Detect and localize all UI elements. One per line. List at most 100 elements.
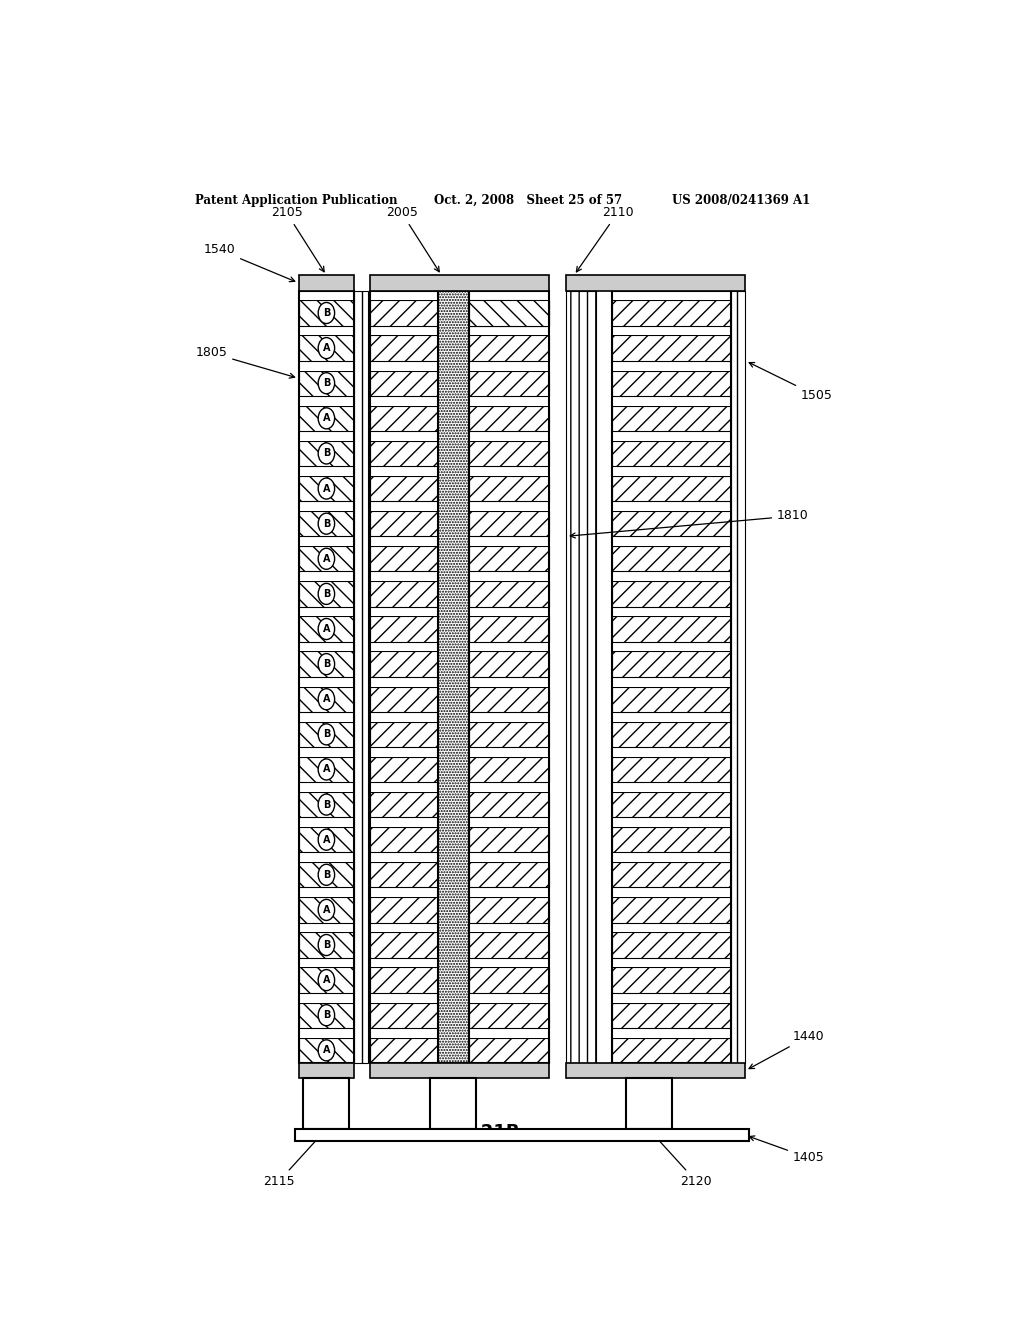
- Bar: [299, 887, 354, 898]
- Bar: [299, 711, 354, 722]
- Bar: [469, 405, 549, 430]
- Bar: [299, 958, 354, 968]
- Bar: [612, 326, 731, 335]
- Bar: [612, 466, 731, 477]
- Circle shape: [318, 444, 335, 465]
- Bar: [370, 432, 437, 441]
- Bar: [469, 1028, 549, 1038]
- Text: A: A: [323, 764, 330, 775]
- Text: B: B: [323, 940, 330, 950]
- Circle shape: [318, 829, 335, 850]
- Text: 2005: 2005: [386, 206, 439, 272]
- Bar: [370, 405, 437, 430]
- Bar: [370, 898, 437, 923]
- Bar: [299, 301, 354, 326]
- Bar: [469, 616, 549, 642]
- Bar: [299, 276, 354, 290]
- Text: B: B: [323, 308, 330, 318]
- Bar: [469, 652, 549, 677]
- Bar: [612, 792, 731, 817]
- Circle shape: [318, 478, 335, 499]
- Circle shape: [318, 970, 335, 991]
- Bar: [299, 722, 354, 747]
- Bar: [299, 290, 354, 301]
- Bar: [612, 968, 731, 993]
- Bar: [370, 677, 437, 686]
- Text: US 2008/0241369 A1: US 2008/0241369 A1: [672, 194, 810, 207]
- Bar: [469, 756, 549, 781]
- Bar: [469, 958, 549, 968]
- Bar: [612, 686, 731, 711]
- Bar: [612, 747, 731, 756]
- Bar: [566, 276, 745, 290]
- Text: B: B: [323, 659, 330, 669]
- Bar: [612, 607, 731, 616]
- Bar: [612, 993, 731, 1003]
- Text: B: B: [323, 800, 330, 809]
- Bar: [469, 747, 549, 756]
- Bar: [370, 642, 437, 652]
- Bar: [299, 607, 354, 616]
- Text: 1505: 1505: [750, 363, 833, 403]
- Text: A: A: [323, 975, 330, 985]
- Bar: [469, 932, 549, 958]
- Bar: [612, 853, 731, 862]
- Bar: [370, 396, 437, 405]
- Text: A: A: [323, 1045, 330, 1056]
- Text: 1805: 1805: [196, 346, 295, 378]
- Bar: [370, 1028, 437, 1038]
- Bar: [469, 290, 549, 1063]
- Bar: [566, 290, 596, 1063]
- Bar: [370, 781, 437, 792]
- Text: 2105: 2105: [270, 206, 325, 272]
- Bar: [469, 853, 549, 862]
- Circle shape: [318, 619, 335, 640]
- Bar: [626, 1078, 672, 1129]
- Text: A: A: [323, 906, 330, 915]
- Bar: [299, 477, 354, 502]
- Bar: [370, 607, 437, 616]
- Bar: [469, 887, 549, 898]
- Bar: [299, 1063, 354, 1078]
- Bar: [469, 572, 549, 581]
- Bar: [612, 887, 731, 898]
- Text: B: B: [323, 449, 330, 458]
- Bar: [299, 898, 354, 923]
- Bar: [299, 1028, 354, 1038]
- Bar: [612, 536, 731, 546]
- Bar: [299, 511, 354, 536]
- Bar: [612, 642, 731, 652]
- Bar: [370, 1063, 549, 1078]
- Text: Patent Application Publication: Patent Application Publication: [196, 194, 398, 207]
- Bar: [469, 360, 549, 371]
- Bar: [612, 781, 731, 792]
- Bar: [299, 792, 354, 817]
- Bar: [612, 546, 731, 572]
- Bar: [299, 968, 354, 993]
- Bar: [469, 290, 549, 301]
- Bar: [612, 572, 731, 581]
- Bar: [299, 1038, 354, 1063]
- Bar: [370, 276, 549, 290]
- Bar: [469, 301, 549, 326]
- Bar: [469, 546, 549, 572]
- Bar: [370, 371, 437, 396]
- Bar: [612, 290, 731, 301]
- Bar: [612, 290, 731, 1063]
- Bar: [469, 642, 549, 652]
- Circle shape: [318, 653, 335, 675]
- Text: A: A: [323, 554, 330, 564]
- Bar: [469, 477, 549, 502]
- Text: 1440: 1440: [750, 1030, 824, 1069]
- Bar: [299, 923, 354, 932]
- Bar: [469, 781, 549, 792]
- Text: 1540: 1540: [204, 243, 295, 281]
- Bar: [612, 360, 731, 371]
- Circle shape: [318, 302, 335, 323]
- Bar: [370, 862, 437, 887]
- Bar: [299, 781, 354, 792]
- Bar: [612, 511, 731, 536]
- Bar: [469, 711, 549, 722]
- Bar: [370, 1038, 437, 1063]
- Circle shape: [318, 689, 335, 710]
